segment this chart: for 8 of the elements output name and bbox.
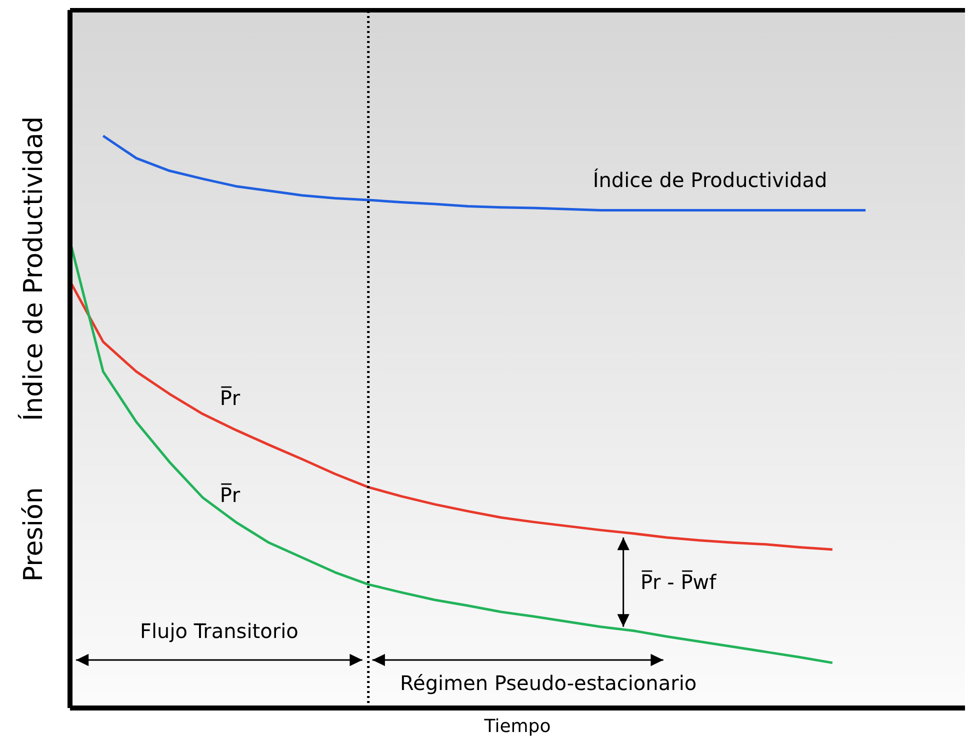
x-axis-title: Tiempo	[483, 716, 551, 737]
annotation: Régimen Pseudo-estacionario	[400, 671, 697, 695]
series-label: P̅r	[220, 482, 241, 508]
series-label: Índice de Productividad	[592, 168, 828, 192]
series-label: P̅r	[220, 385, 241, 410]
annotation: P̅r - P̅wf	[640, 569, 718, 594]
annotation: Flujo Transitorio	[140, 619, 298, 643]
y-axis-title: Presión Índice de Productividad	[17, 116, 49, 582]
